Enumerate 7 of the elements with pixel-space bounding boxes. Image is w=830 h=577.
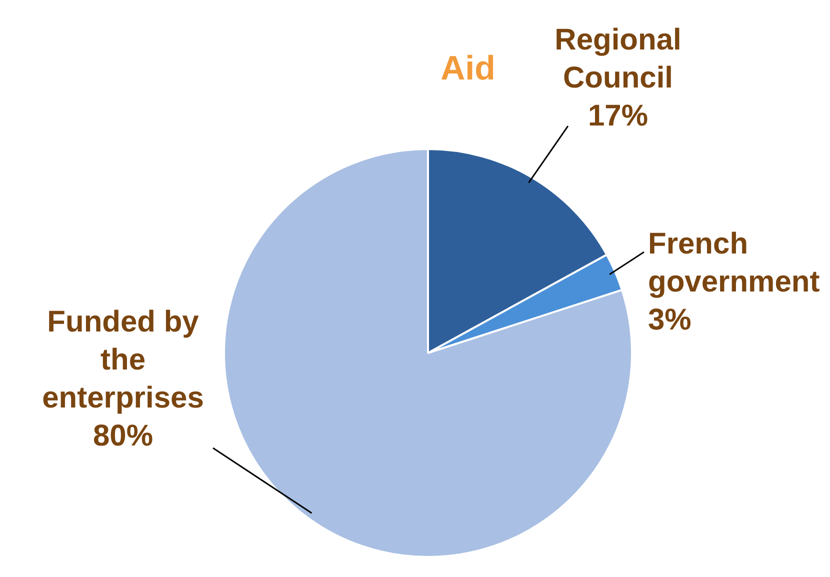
data-label: 80% xyxy=(92,419,154,452)
slice-label: Regional Council xyxy=(554,23,682,94)
data-label: 17% xyxy=(588,99,648,132)
data-label: 3% xyxy=(648,303,692,336)
slice-label: French government xyxy=(648,227,820,298)
text: Aid xyxy=(440,49,496,88)
slice-label: Funded by the enterprises xyxy=(42,305,204,414)
